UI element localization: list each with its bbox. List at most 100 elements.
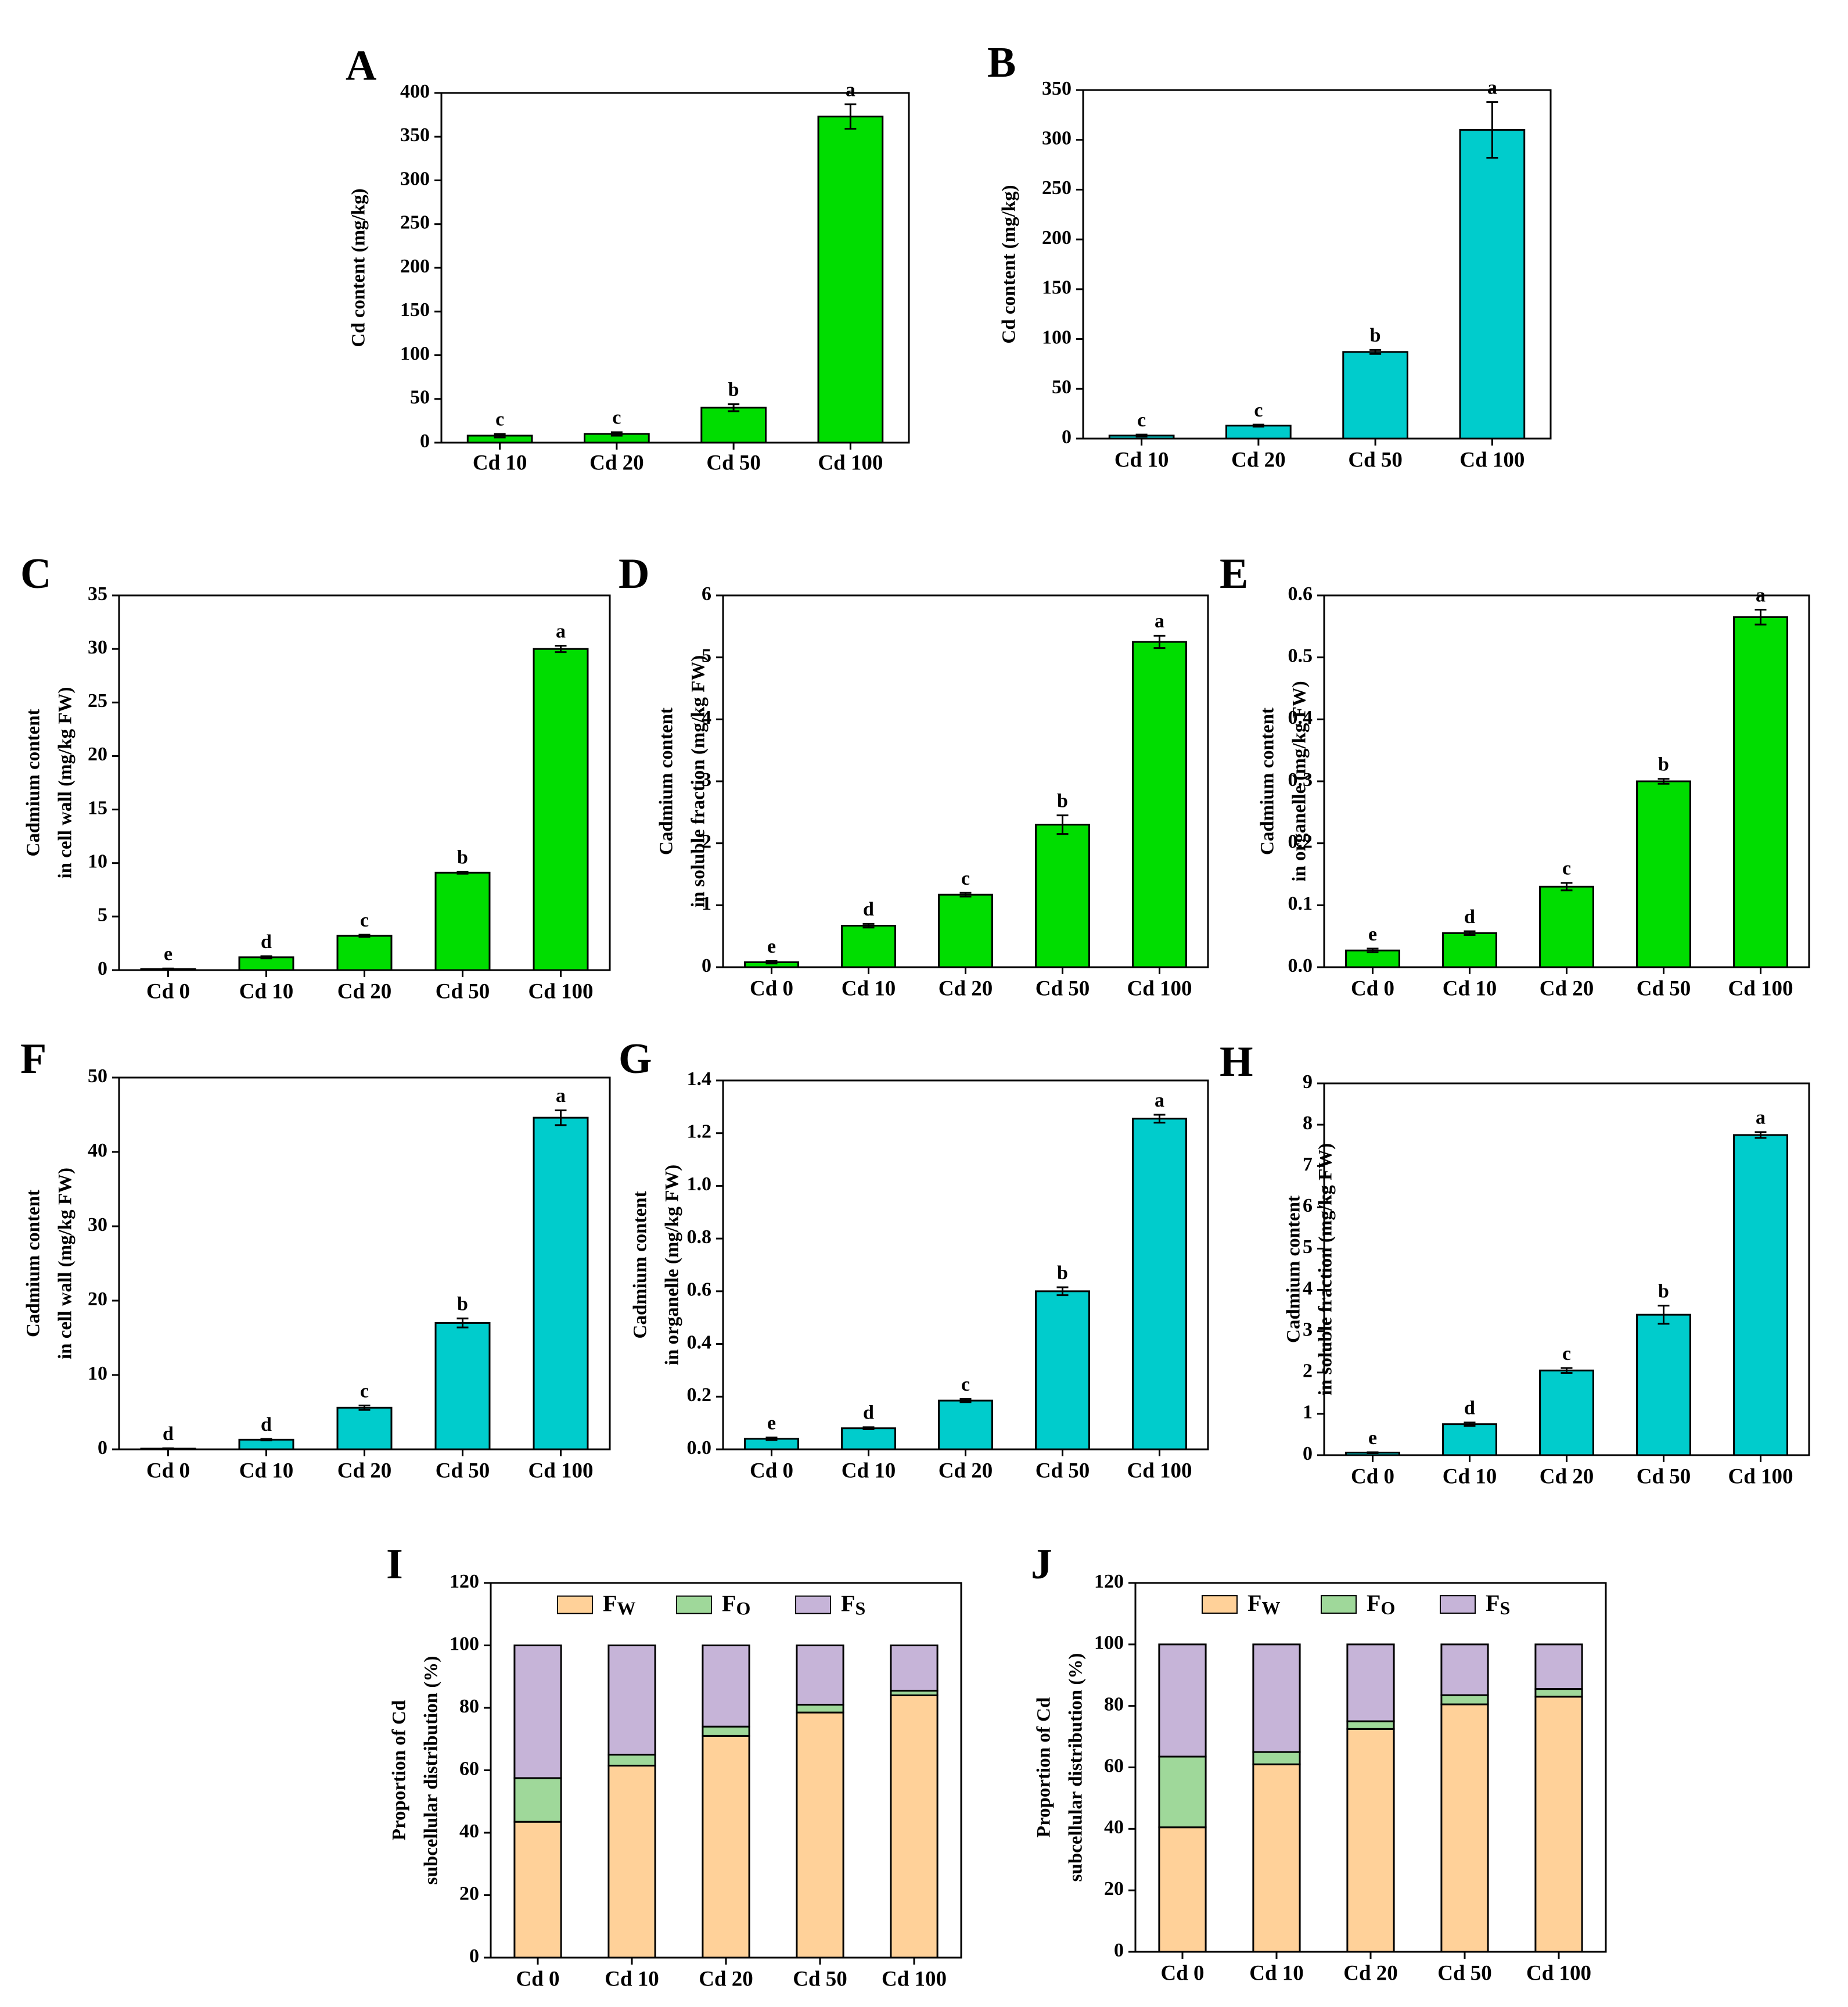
stacked-segment-fs bbox=[513, 1645, 562, 1779]
x-tick-label: Cd 20 bbox=[1231, 448, 1286, 472]
significance-letter: b bbox=[1057, 790, 1068, 812]
y-axis-label: Cadmium content bbox=[1257, 708, 1278, 855]
y-tick-label: 9 bbox=[1303, 1071, 1313, 1093]
significance-letter: d bbox=[163, 1423, 174, 1445]
x-tick-label: Cd 50 bbox=[1036, 976, 1090, 1000]
y-axis-label: Cadmium content bbox=[1283, 1195, 1304, 1343]
panel-f: F Cadmium content in cell wall (mg/kg FW) 0… bbox=[20, 1035, 611, 1482]
stacked-segment-fo bbox=[607, 1754, 656, 1767]
stacked-segment-fw bbox=[702, 1735, 750, 1959]
y-axis-label: in organelle (mg/kg FW) bbox=[662, 1165, 683, 1366]
x-tick-label: Cd 10 bbox=[1114, 448, 1169, 472]
legend-label-fw: FW bbox=[603, 1590, 635, 1619]
y-tick-label: 0 bbox=[702, 955, 711, 976]
y-tick-label: 0 bbox=[420, 430, 430, 452]
x-tick-label: Cd 20 bbox=[1343, 1961, 1398, 1985]
y-tick-label: 200 bbox=[1042, 227, 1072, 249]
panel-label: J bbox=[1031, 1541, 1052, 1588]
plot-frame bbox=[1323, 594, 1810, 968]
y-axis-label: Cadmium content bbox=[656, 708, 677, 855]
y-tick-label: 20 bbox=[459, 1883, 479, 1904]
stacked-segment-fo bbox=[1252, 1751, 1301, 1765]
legend-label-fs: FS bbox=[1486, 1590, 1510, 1618]
panel-d: D Cadmium content in soluble fraction (mg/… bbox=[619, 550, 1209, 1000]
stacked-segment-fw bbox=[1158, 1826, 1207, 1953]
y-tick-label: 20 bbox=[88, 1288, 107, 1310]
y-axis-label: in soluble fraction (mg/kg FW) bbox=[1315, 1143, 1336, 1396]
x-tick-label: Cd 0 bbox=[146, 979, 190, 1003]
y-tick-label: 50 bbox=[1052, 376, 1072, 398]
bar bbox=[1733, 1134, 1788, 1456]
significance-letter: e bbox=[767, 936, 776, 957]
panel-h: H Cadmium content in soluble fraction (mg/… bbox=[1220, 1038, 1810, 1488]
x-tick-label: Cd 100 bbox=[1526, 1961, 1591, 1985]
panel-label: G bbox=[619, 1035, 652, 1083]
stacked-segment-fo bbox=[702, 1725, 750, 1737]
x-tick-label: Cd 20 bbox=[939, 976, 993, 1000]
y-tick-label: 2 bbox=[1303, 1360, 1313, 1382]
significance-letter: c bbox=[1254, 400, 1263, 421]
y-axis-label: in soluble fraction (mg/kg FW) bbox=[688, 655, 709, 908]
significance-letter: b bbox=[1658, 1280, 1669, 1302]
significance-letter: a bbox=[846, 79, 855, 100]
stacked-segment-fs bbox=[702, 1645, 750, 1728]
significance-letter: a bbox=[556, 620, 566, 642]
significance-letter: b bbox=[1658, 754, 1669, 775]
significance-letter: d bbox=[261, 931, 272, 953]
bar bbox=[1225, 425, 1292, 440]
y-tick-label: 0.0 bbox=[687, 1437, 712, 1459]
x-tick-label: Cd 20 bbox=[589, 451, 644, 475]
plot-frame bbox=[1323, 1082, 1810, 1456]
y-tick-label: 7 bbox=[1303, 1154, 1313, 1175]
x-tick-label: Cd 10 bbox=[842, 976, 896, 1000]
x-tick-label: Cd 10 bbox=[842, 1459, 896, 1482]
significance-letter: c bbox=[1562, 858, 1571, 879]
y-tick-label: 40 bbox=[1104, 1816, 1124, 1838]
x-tick-label: Cd 100 bbox=[818, 451, 883, 475]
y-tick-label: 200 bbox=[400, 256, 430, 277]
stacked-segment-fw bbox=[1534, 1696, 1583, 1953]
y-tick-label: 15 bbox=[88, 797, 107, 818]
stacked-segment-fo bbox=[1534, 1688, 1583, 1698]
y-tick-label: 400 bbox=[400, 81, 430, 102]
x-tick-label: Cd 100 bbox=[528, 979, 593, 1003]
y-tick-label: 5 bbox=[702, 645, 711, 666]
significance-letter: c bbox=[961, 1374, 970, 1395]
panel-i: I Proportion of Cd subcellular distributio… bbox=[386, 1541, 962, 1991]
bar bbox=[533, 1116, 589, 1451]
x-tick-label: Cd 20 bbox=[699, 1967, 753, 1991]
y-tick-label: 120 bbox=[1094, 1571, 1124, 1592]
y-tick-label: 0.6 bbox=[687, 1279, 712, 1301]
stacked-segment-fo bbox=[1158, 1755, 1207, 1829]
x-tick-label: Cd 20 bbox=[1540, 1464, 1594, 1488]
y-tick-label: 0.2 bbox=[1288, 831, 1313, 852]
y-tick-label: 1.0 bbox=[687, 1173, 712, 1195]
stacked-segment-fs bbox=[890, 1645, 939, 1692]
x-tick-label: Cd 50 bbox=[1637, 976, 1691, 1000]
bar bbox=[938, 1399, 993, 1451]
x-tick-label: Cd 20 bbox=[337, 979, 392, 1003]
significance-letter: d bbox=[261, 1414, 272, 1435]
x-tick-label: Cd 10 bbox=[473, 451, 527, 475]
significance-letter: c bbox=[360, 1380, 369, 1402]
bar bbox=[434, 871, 491, 971]
y-tick-label: 1.2 bbox=[687, 1121, 712, 1143]
plot-frame bbox=[118, 1076, 611, 1451]
significance-letter: d bbox=[863, 1402, 874, 1424]
panel-label: F bbox=[20, 1035, 46, 1083]
significance-letter: c bbox=[1562, 1343, 1571, 1365]
stacked-segment-fw bbox=[796, 1711, 844, 1959]
legend-swatch-fo bbox=[1321, 1595, 1357, 1614]
bar bbox=[1636, 1313, 1691, 1456]
y-tick-label: 50 bbox=[88, 1065, 107, 1087]
y-tick-label: 1 bbox=[1303, 1402, 1313, 1423]
x-tick-label: Cd 100 bbox=[528, 1459, 593, 1482]
x-tick-label: Cd 10 bbox=[1443, 1464, 1497, 1488]
bar bbox=[434, 1322, 491, 1451]
y-tick-label: 150 bbox=[1042, 277, 1072, 299]
bar bbox=[533, 648, 589, 971]
plot-frame bbox=[440, 92, 910, 444]
significance-letter: c bbox=[612, 407, 621, 429]
y-tick-label: 0.3 bbox=[1288, 769, 1313, 791]
